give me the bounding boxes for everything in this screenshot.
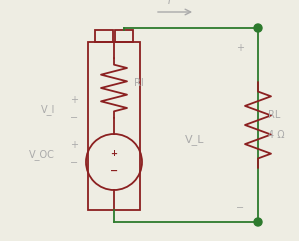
Text: V_L: V_L xyxy=(185,134,205,146)
Text: +: + xyxy=(236,43,244,53)
Circle shape xyxy=(254,218,262,226)
Text: −: − xyxy=(236,203,244,213)
Text: +: + xyxy=(70,95,78,105)
Circle shape xyxy=(254,24,262,32)
Bar xyxy=(88,42,140,210)
Text: RI: RI xyxy=(134,78,144,88)
Text: +: + xyxy=(70,140,78,150)
Text: 4 Ω: 4 Ω xyxy=(268,130,285,140)
Text: −: − xyxy=(70,113,78,123)
Text: +: + xyxy=(111,149,118,159)
Text: I: I xyxy=(167,0,170,6)
Bar xyxy=(115,30,133,42)
Text: RL: RL xyxy=(268,110,280,120)
Text: V_I: V_I xyxy=(41,105,55,115)
Text: V_OC: V_OC xyxy=(29,150,55,161)
Text: −: − xyxy=(70,158,78,168)
Bar xyxy=(95,30,113,42)
Text: −: − xyxy=(110,166,118,176)
